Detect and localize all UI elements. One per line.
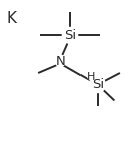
Text: K: K — [7, 11, 17, 26]
Circle shape — [88, 73, 95, 80]
Circle shape — [62, 27, 78, 43]
Circle shape — [55, 56, 65, 66]
Text: Si: Si — [64, 29, 76, 42]
Text: H: H — [87, 72, 96, 82]
Circle shape — [90, 77, 105, 93]
Text: Si: Si — [92, 78, 104, 91]
Text: N: N — [55, 55, 65, 68]
